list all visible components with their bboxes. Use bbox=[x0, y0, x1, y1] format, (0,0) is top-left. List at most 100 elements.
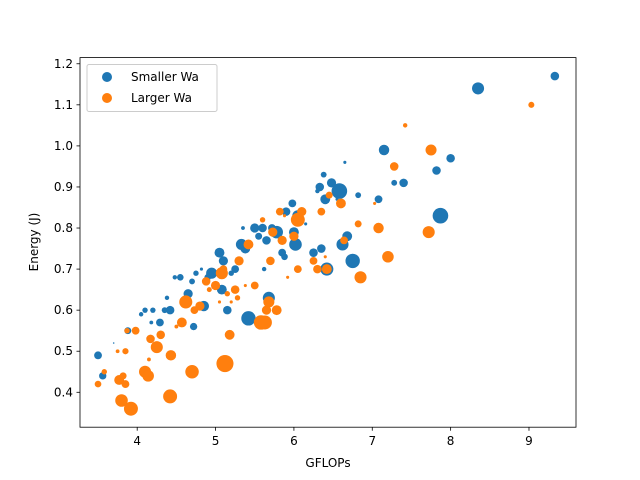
smaller-wa-point bbox=[241, 311, 256, 326]
smaller-wa-point bbox=[138, 312, 144, 317]
larger-wa-point bbox=[277, 235, 287, 245]
larger-wa-point bbox=[263, 296, 275, 308]
legend-marker-larger-wa bbox=[102, 93, 112, 103]
legend-label-smaller-wa: Smaller Wa bbox=[131, 70, 199, 84]
larger-wa-point bbox=[206, 287, 212, 293]
smaller-wa-point bbox=[261, 266, 267, 272]
larger-wa-point bbox=[179, 295, 193, 309]
smaller-wa-point bbox=[172, 275, 178, 280]
smaller-wa-point bbox=[472, 82, 485, 95]
smaller-wa-point bbox=[214, 247, 225, 258]
larger-wa-point bbox=[309, 256, 318, 265]
smaller-wa-point bbox=[374, 195, 383, 204]
legend-box bbox=[86, 64, 218, 112]
larger-wa-point bbox=[131, 326, 140, 335]
smaller-wa-point bbox=[317, 244, 326, 253]
larger-wa-point bbox=[271, 305, 282, 316]
larger-wa-point bbox=[373, 201, 377, 205]
smaller-wa-point bbox=[331, 183, 348, 199]
larger-wa-point bbox=[124, 327, 130, 334]
smaller-wa-point bbox=[432, 166, 441, 175]
larger-wa-point bbox=[165, 350, 177, 361]
x-tick-label: 8 bbox=[447, 434, 455, 448]
larger-wa-point bbox=[382, 250, 394, 263]
larger-wa-point bbox=[243, 283, 247, 288]
smaller-wa-point bbox=[320, 171, 327, 178]
smaller-wa-point bbox=[142, 307, 148, 313]
larger-wa-point bbox=[234, 256, 244, 266]
larger-wa-point bbox=[174, 324, 179, 329]
larger-wa-point bbox=[146, 334, 155, 344]
larger-wa-point bbox=[147, 357, 151, 362]
larger-wa-point bbox=[229, 300, 233, 304]
larger-wa-point bbox=[325, 191, 333, 199]
larger-wa-point bbox=[261, 305, 272, 315]
smaller-wa-point bbox=[250, 223, 260, 233]
larger-wa-point bbox=[243, 239, 254, 250]
smaller-wa-point bbox=[218, 256, 228, 266]
larger-wa-point bbox=[257, 315, 272, 330]
larger-wa-point bbox=[528, 101, 535, 108]
larger-wa-point bbox=[354, 271, 367, 284]
larger-wa-point bbox=[195, 301, 205, 311]
smaller-wa-point bbox=[262, 236, 271, 245]
larger-wa-point bbox=[389, 162, 399, 171]
y-tick-label: 1.1 bbox=[54, 98, 73, 112]
smaller-wa-point bbox=[281, 253, 288, 261]
larger-wa-point bbox=[201, 277, 211, 286]
larger-wa-point bbox=[268, 227, 278, 237]
larger-wa-point bbox=[185, 365, 199, 379]
x-axis-label: GFLOPs bbox=[305, 456, 350, 470]
larger-wa-point bbox=[317, 207, 326, 216]
larger-wa-point bbox=[321, 264, 332, 275]
smaller-wa-point bbox=[309, 248, 318, 257]
smaller-wa-point bbox=[258, 223, 267, 233]
x-tick-label: 4 bbox=[133, 434, 141, 448]
smaller-wa-point bbox=[315, 182, 325, 192]
larger-wa-point bbox=[266, 256, 275, 266]
larger-wa-point bbox=[286, 275, 290, 279]
smaller-wa-point bbox=[189, 278, 195, 285]
x-tick-label: 6 bbox=[290, 434, 298, 448]
plot-frame bbox=[79, 57, 577, 428]
larger-wa-point bbox=[259, 217, 266, 223]
larger-wa-point bbox=[282, 214, 287, 218]
x-tick-label: 7 bbox=[368, 434, 376, 448]
legend: Smaller Wa Larger Wa bbox=[86, 64, 218, 112]
larger-wa-point bbox=[210, 280, 221, 291]
larger-wa-point bbox=[123, 401, 138, 416]
legend-label-larger-wa: Larger Wa bbox=[131, 91, 192, 105]
points-layer bbox=[94, 71, 560, 416]
y-tick-label: 1.2 bbox=[54, 57, 73, 71]
smaller-wa-point bbox=[156, 318, 164, 327]
larger-wa-point bbox=[275, 207, 284, 216]
larger-wa-point bbox=[354, 220, 362, 228]
larger-wa-point bbox=[121, 380, 130, 388]
larger-wa-point bbox=[224, 291, 231, 297]
smaller-wa-point bbox=[391, 179, 398, 186]
larger-wa-point bbox=[373, 222, 384, 234]
legend-marker-smaller-wa bbox=[102, 72, 112, 82]
y-axis-label: Energy (J) bbox=[27, 213, 41, 272]
smaller-wa-point bbox=[345, 253, 360, 269]
larger-wa-point bbox=[250, 281, 259, 290]
smaller-wa-point bbox=[550, 71, 560, 81]
larger-wa-point bbox=[230, 285, 240, 294]
y-tick-label: 0.6 bbox=[54, 303, 73, 317]
y-tick-label: 0.7 bbox=[54, 262, 73, 276]
larger-wa-point bbox=[122, 348, 129, 355]
larger-wa-point bbox=[216, 355, 234, 373]
smaller-wa-point bbox=[161, 307, 168, 314]
larger-wa-point bbox=[290, 212, 305, 227]
larger-wa-point bbox=[336, 198, 346, 209]
smaller-wa-point bbox=[164, 295, 170, 301]
smaller-wa-point bbox=[304, 222, 308, 226]
smaller-wa-point bbox=[355, 192, 362, 199]
larger-wa-point bbox=[142, 370, 154, 382]
larger-wa-point bbox=[340, 236, 348, 245]
y-tick-label: 0.4 bbox=[54, 385, 73, 399]
larger-wa-point bbox=[101, 369, 107, 375]
larger-wa-point bbox=[224, 329, 235, 340]
larger-wa-point bbox=[402, 123, 408, 128]
